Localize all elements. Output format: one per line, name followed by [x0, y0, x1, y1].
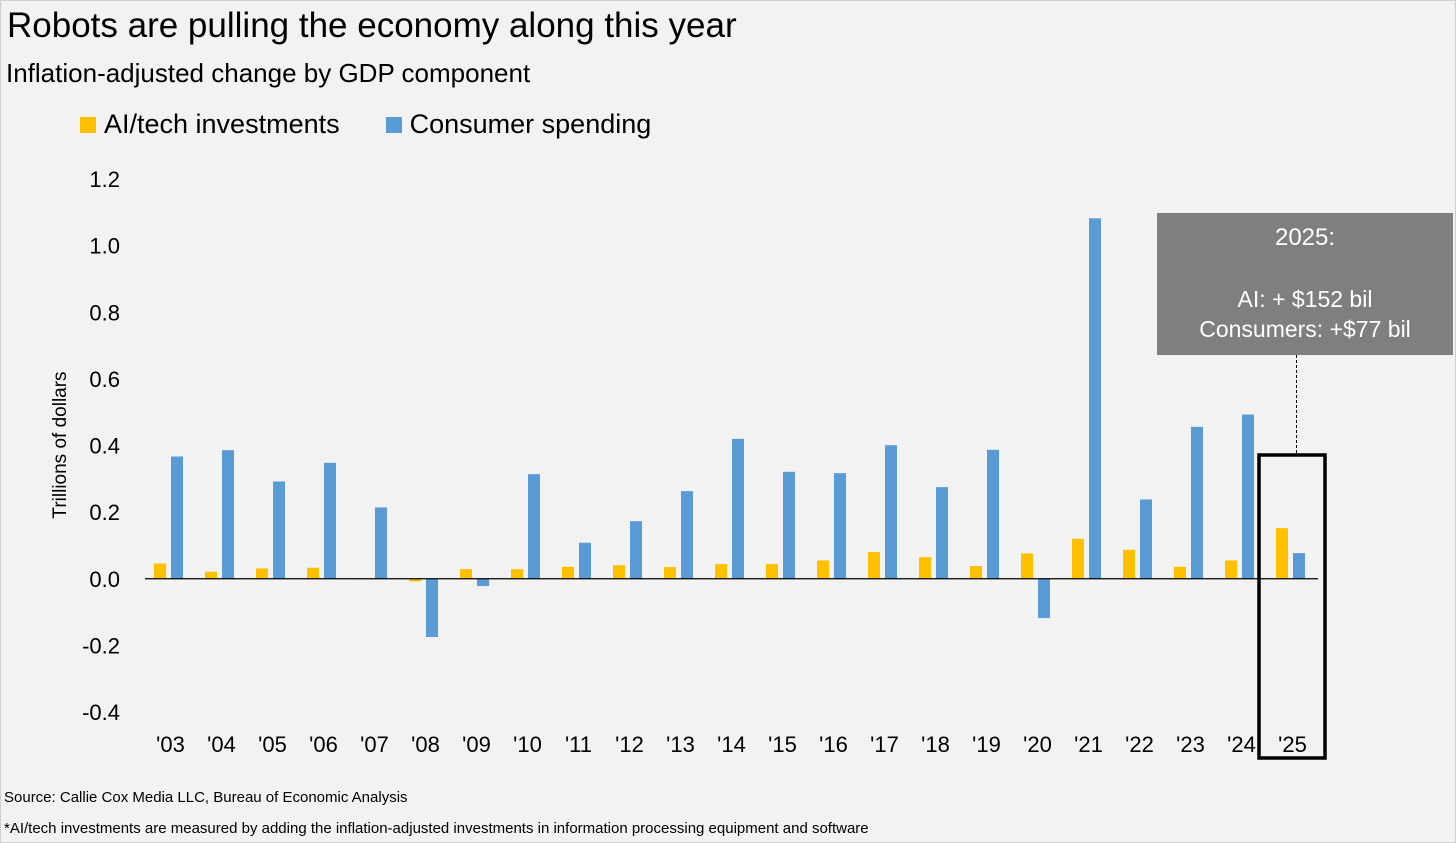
x-tick-label: '09	[462, 732, 491, 757]
x-tick-label: '14	[717, 732, 746, 757]
x-tick-label: '06	[309, 732, 338, 757]
x-tick-label: '05	[258, 732, 287, 757]
y-tick-label: -0.4	[82, 700, 120, 725]
y-tick-label: -0.2	[82, 633, 120, 658]
x-tick-label: '18	[921, 732, 950, 757]
x-tick-label: '23	[1176, 732, 1205, 757]
footnote: *AI/tech investments are measured by add…	[4, 820, 869, 837]
y-tick-label: 0.6	[89, 367, 120, 392]
y-tick-label: 0.8	[89, 300, 120, 325]
x-tick-label: '15	[768, 732, 797, 757]
bar-ai	[868, 552, 880, 579]
legend-swatch-consumer	[385, 116, 402, 133]
x-tick-label: '11	[565, 732, 592, 757]
bar-consumer	[732, 438, 744, 579]
bar-ai	[154, 563, 166, 579]
bar-ai	[664, 567, 676, 579]
y-axis-title: Trillions of dollars	[50, 371, 71, 518]
highlight-box-2025	[1257, 453, 1327, 760]
bar-ai	[460, 569, 472, 579]
bar-consumer	[579, 542, 591, 579]
legend-item-consumer: Consumer spending	[385, 109, 652, 140]
y-tick-label: 1.0	[89, 234, 120, 259]
bar-consumer	[834, 473, 846, 579]
bar-consumer	[324, 462, 336, 579]
bar-ai	[1021, 553, 1033, 579]
bar-ai	[1123, 549, 1135, 579]
y-tick-label: 0.0	[89, 567, 120, 592]
x-tick-label: '19	[972, 732, 1001, 757]
x-tick-label: '10	[513, 732, 542, 757]
bar-consumer	[1089, 218, 1101, 579]
bar-ai	[511, 569, 523, 579]
x-tick-label: '13	[666, 732, 695, 757]
bar-ai	[1174, 566, 1186, 579]
legend: AI/tech investments Consumer spending	[80, 109, 697, 140]
x-tick-label: '25	[1278, 732, 1307, 757]
bar-consumer	[681, 491, 693, 579]
bar-consumer	[1242, 414, 1254, 579]
y-axis-ticks: 1.2 1.0 0.8 0.6 0.4 0.2 0.0 -0.2 -0.4	[82, 167, 120, 725]
x-tick-label: '12	[615, 732, 644, 757]
x-tick-label: '07	[360, 732, 389, 757]
bar-ai	[205, 571, 217, 579]
y-tick-label: 1.2	[89, 167, 120, 192]
x-tick-label: '03	[156, 732, 185, 757]
bar-ai	[766, 564, 778, 579]
bar-consumer	[222, 450, 234, 579]
source-note: Source: Callie Cox Media LLC, Bureau of …	[4, 789, 408, 806]
bar-consumer	[528, 474, 540, 579]
callout-consumer-line: Consumers: +$77 bil	[1199, 316, 1411, 342]
x-tick-label: '17	[870, 732, 899, 757]
bar-ai	[409, 578, 421, 582]
bar-consumer	[783, 471, 795, 579]
bar-consumer	[630, 521, 642, 579]
legend-swatch-ai	[80, 116, 96, 133]
bar-consumer	[477, 578, 489, 587]
bar-ai	[613, 565, 625, 579]
x-tick-label: '16	[819, 732, 848, 757]
y-tick-label: 0.4	[89, 434, 120, 459]
bar-consumer	[1191, 426, 1203, 579]
bar-ai	[1225, 560, 1237, 579]
x-tick-label: '24	[1227, 732, 1256, 757]
bar-ai	[1276, 528, 1288, 579]
bar-consumer	[1038, 578, 1050, 619]
bar-consumer	[885, 445, 897, 579]
chart-subtitle: Inflation-adjusted change by GDP compone…	[6, 58, 531, 88]
bar-consumer	[936, 487, 948, 579]
bars	[154, 218, 1305, 638]
x-tick-label: '08	[411, 732, 440, 757]
bar-consumer	[1293, 553, 1305, 579]
x-tick-label: '21	[1074, 732, 1103, 757]
bar-consumer	[273, 481, 285, 579]
bar-ai	[256, 568, 268, 579]
legend-label-ai: AI/tech investments	[104, 109, 340, 139]
x-tick-label: '22	[1125, 732, 1154, 757]
x-axis-ticks: '03 '04 '05 '06 '07 '08 '09 '10 '11 '12 '13 '14 '15 '…	[156, 732, 1307, 757]
x-tick-label: '20	[1023, 732, 1052, 757]
callout-heading: 2025:	[1274, 224, 1336, 251]
x-tick-label: '04	[207, 732, 236, 757]
bar-consumer	[171, 456, 183, 579]
bar-consumer	[426, 578, 438, 638]
bar-ai	[307, 567, 319, 579]
bar-ai	[1072, 538, 1084, 579]
bar-ai	[817, 560, 829, 579]
bar-ai	[970, 566, 982, 579]
callout-box: 2025: AI: + $152 bil Consumers: +$77 bil	[1157, 213, 1453, 355]
y-tick-label: 0.2	[89, 500, 120, 525]
callout-ai-line: AI: + $152 bil	[1237, 286, 1373, 312]
bar-ai	[715, 564, 727, 579]
bar-consumer	[1140, 499, 1152, 579]
legend-label-consumer: Consumer spending	[409, 109, 652, 139]
bar-ai	[562, 566, 574, 579]
chart-title: Robots are pulling the economy along thi…	[7, 6, 737, 45]
bar-ai	[919, 557, 931, 579]
bar-consumer	[987, 449, 999, 579]
bar-consumer	[375, 507, 387, 579]
legend-item-ai: AI/tech investments	[80, 109, 340, 140]
